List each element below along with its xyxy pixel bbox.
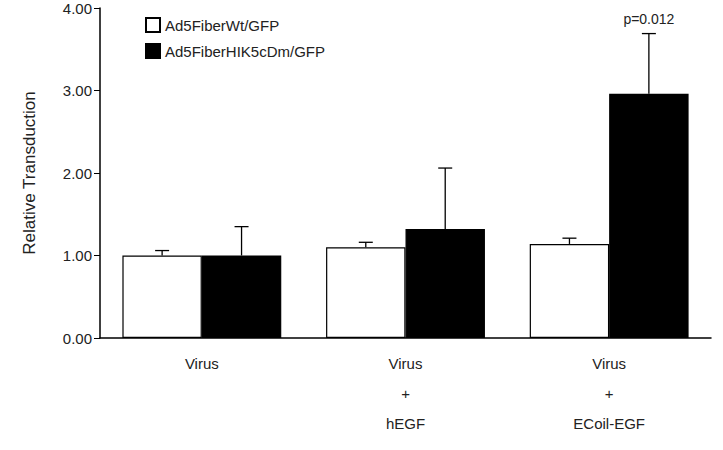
svg-text:0.00: 0.00 [63, 330, 92, 347]
svg-text:hEGF: hEGF [386, 415, 425, 432]
svg-text:Ad5FiberWt/GFP: Ad5FiberWt/GFP [165, 17, 279, 34]
svg-text:1.00: 1.00 [63, 247, 92, 264]
svg-text:Virus: Virus [592, 355, 626, 372]
svg-text:Ad5FiberHIK5cDm/GFP: Ad5FiberHIK5cDm/GFP [165, 43, 325, 60]
svg-text:ECoil-EGF: ECoil-EGF [573, 415, 645, 432]
svg-text:3.00: 3.00 [63, 82, 92, 99]
svg-text:Virus: Virus [185, 355, 219, 372]
svg-text:Virus: Virus [389, 355, 423, 372]
svg-text:+: + [605, 385, 614, 402]
svg-text:Relative Transduction: Relative Transduction [20, 91, 39, 254]
svg-text:2.00: 2.00 [63, 165, 92, 182]
svg-text:+: + [401, 385, 410, 402]
svg-text:4.00: 4.00 [63, 0, 92, 17]
svg-text:p=0.012: p=0.012 [623, 11, 674, 27]
